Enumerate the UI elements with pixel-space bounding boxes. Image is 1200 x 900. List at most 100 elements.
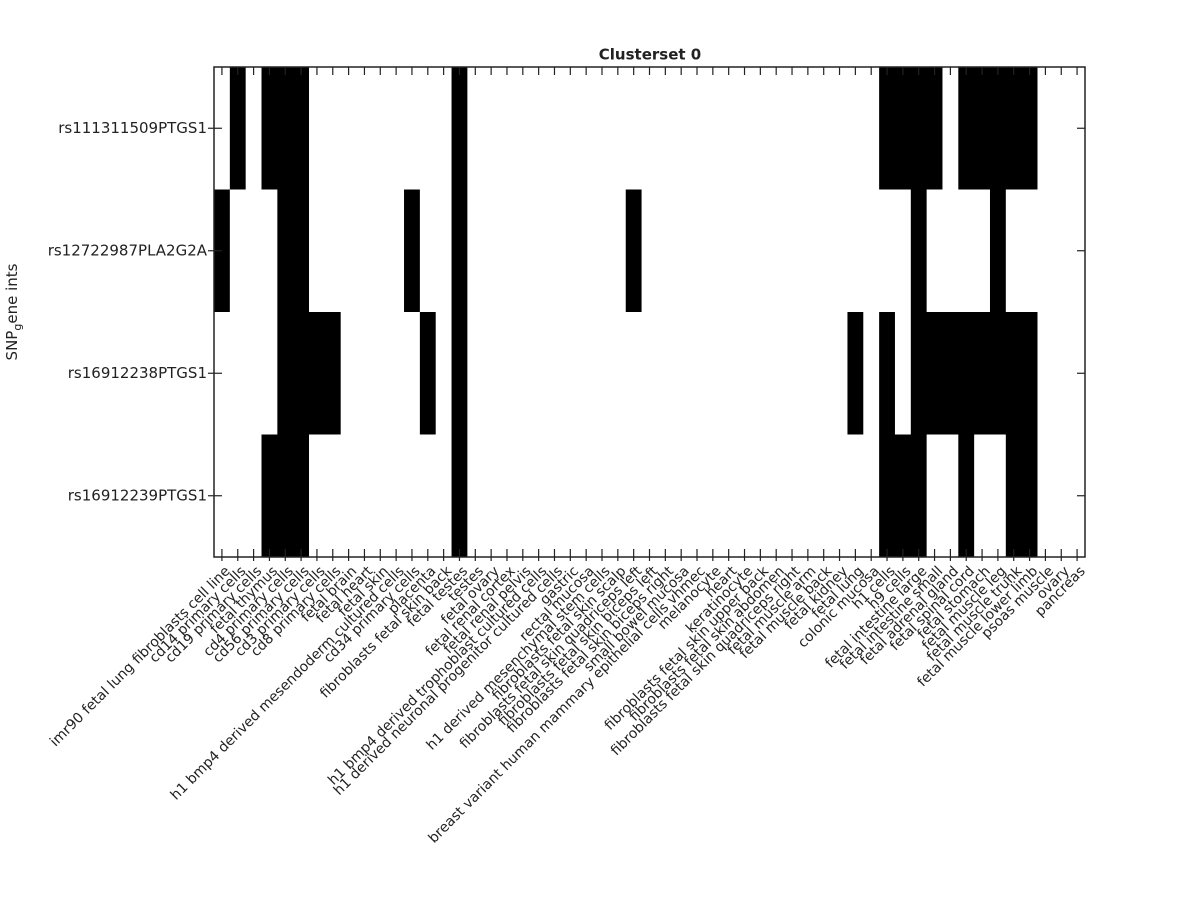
heatmap-cell [720,312,737,435]
heatmap-cell [894,434,912,558]
heatmap-cell [609,312,627,435]
heatmap-cell [499,189,516,313]
heatmap-cell [1053,67,1070,190]
heatmap-cell [910,312,928,435]
heatmap-cell [594,67,611,190]
heatmap-cell [483,312,500,435]
y-axis-label-part: SNP [3,331,21,361]
heatmap-cell [372,434,389,558]
heatmap-cell [689,67,706,190]
heatmap-cell [293,434,310,558]
heatmap-cell [720,189,737,313]
heatmap-cell [356,312,373,435]
y-tick-label: rs12722987PLA2G2A [48,241,208,259]
heatmap-cell [799,67,817,190]
heatmap-cell [625,67,642,190]
y-tick-label: rs16912239PTGS1 [68,486,207,504]
x-tick-label: imr90 fetal lung fibroblasts cell line [47,563,234,750]
heatmap-cell [1053,434,1070,558]
heatmap-cell [1037,189,1054,313]
heatmap-cell [261,67,278,190]
heatmap-cell [1005,312,1023,435]
heatmap-cell [1021,189,1038,313]
heatmap-cell [1021,312,1038,435]
heatmap-cell [309,434,326,558]
heatmap-cell [752,189,769,313]
heatmap-cell [261,189,278,313]
heatmap-cell [879,67,896,190]
heatmap-cell [736,67,753,190]
heatmap-cell [704,67,722,190]
heatmap-cell [214,434,231,558]
heatmap-cell [879,312,896,435]
heatmap-cell [799,312,817,435]
heatmap-cell [594,312,611,435]
heatmap-cell [910,189,928,313]
heatmap-cell [847,312,864,435]
heatmap-cell [673,67,690,190]
chart-title: Clusterset 0 [599,46,701,64]
heatmap-cell [578,312,595,435]
heatmap-cell [340,312,357,435]
heatmap-cell [388,67,405,190]
heatmap-cell [720,434,737,558]
heatmap-cell [958,434,975,558]
heatmap-cell [815,434,833,558]
heatmap-cell [1021,434,1038,558]
heatmap-cell [863,189,880,313]
heatmap-cell [657,434,674,558]
heatmap-cell [372,189,389,313]
heatmap-cell [546,189,563,313]
heatmap-cell [974,189,991,313]
heatmap-cell [356,189,373,313]
heatmap-cell [1005,67,1023,190]
heatmap-cell [324,67,342,190]
heatmap-cell [309,189,326,313]
heatmap-cell [752,67,769,190]
heatmap-cell [214,67,231,190]
heatmap-cell [641,312,658,435]
heatmap-cell [356,67,373,190]
heatmap-cell [514,67,532,190]
heatmap-cell [419,434,437,558]
heatmap-cell [404,434,421,558]
heatmap-cell [546,434,563,558]
heatmap-cell [578,189,595,313]
heatmap-cell [530,434,547,558]
heatmap-cell [736,189,753,313]
heatmap-cell [958,67,975,190]
heatmap-cell [499,434,516,558]
heatmap-cell [736,434,753,558]
heatmap-cell [214,312,231,435]
heatmap-cell [657,312,674,435]
heatmap-cell [419,189,437,313]
heatmap-cell [277,67,294,190]
heatmap-cell [214,189,231,313]
heatmap-cell [704,189,722,313]
heatmap-cell [926,67,943,190]
heatmap-cell [784,189,801,313]
heatmap-cell [324,189,342,313]
heatmap-cell [514,312,532,435]
heatmap-cell [467,189,484,313]
heatmap-cell [799,434,817,558]
heatmap-cell [641,67,658,190]
y-axis-label: SNPgene ints [3,263,25,360]
heatmap-cell [958,189,975,313]
heatmap-cell [467,312,484,435]
heatmap-cell [831,67,848,190]
heatmap-cell [784,312,801,435]
heatmap-cell [942,434,959,558]
heatmap-cell [451,312,468,435]
heatmap-cell [704,434,722,558]
heatmap-cell [245,312,262,435]
heatmap-cell [388,312,405,435]
heatmap-cell [815,67,833,190]
heatmap-cell [404,67,421,190]
heatmap-cell [1037,67,1054,190]
heatmap-cell [483,189,500,313]
heatmap-cell [847,434,864,558]
heatmap-cell [894,67,912,190]
heatmap-cell [499,67,516,190]
